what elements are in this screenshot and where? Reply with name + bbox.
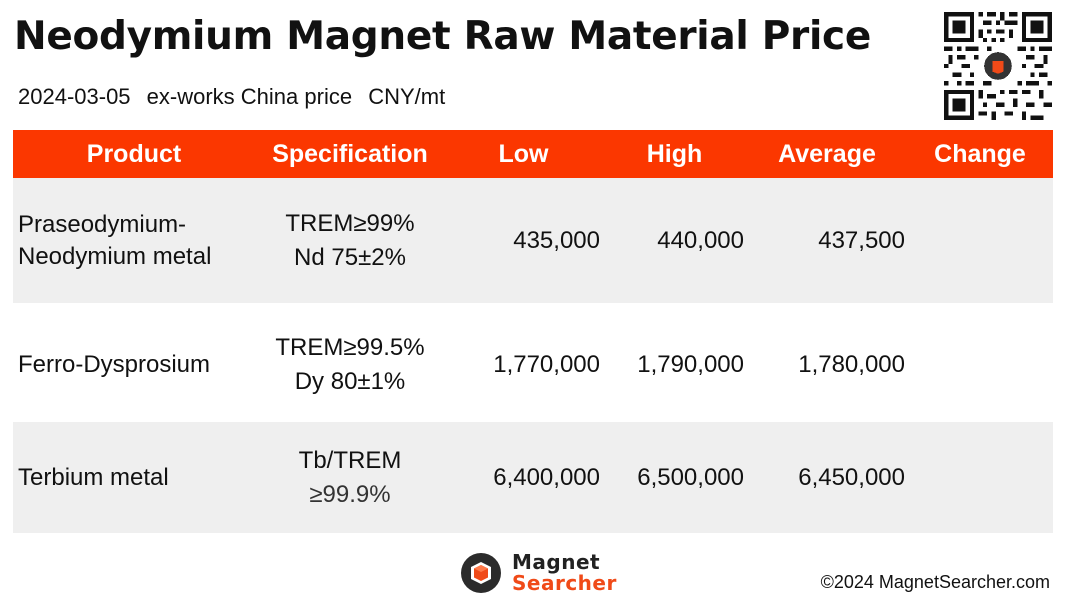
spec-line: Nd 75±2%: [294, 243, 406, 271]
footer-logo: Magnet Searcher: [460, 552, 630, 596]
change-cell: [907, 422, 1053, 533]
product-cell: Praseodymium- Neodymium metal: [13, 178, 255, 303]
subtitle: 2024-03-05 ex-works China price CNY/mt: [18, 84, 455, 110]
column-header-product: Product: [86, 139, 182, 168]
price-unit: CNY/mt: [368, 84, 446, 109]
average-price-cell: 437,500: [818, 226, 905, 254]
specification-cell: TREM≥99% Nd 75±2%: [255, 178, 445, 303]
price-basis: ex-works China price: [146, 84, 353, 109]
qr-code-icon: [944, 12, 1052, 120]
page-title: Neodymium Magnet Raw Material Price: [14, 14, 871, 59]
table-header-row: Product Specification Low High Average C…: [13, 130, 1053, 178]
spec-line: Dy 80±1%: [294, 367, 406, 395]
spec-line: ≥99.9%: [309, 480, 391, 508]
low-price-cell: 6,400,000: [493, 463, 600, 491]
low-price-cell: 435,000: [513, 226, 600, 254]
table-row: Praseodymium- Neodymium metal TREM≥99% N…: [13, 178, 1053, 303]
spec-line: TREM≥99%: [285, 209, 415, 237]
column-header-change: Change: [934, 139, 1026, 168]
logo-text-line: Searcher: [512, 571, 617, 595]
price-date: 2024-03-05: [18, 84, 131, 109]
column-header-low: Low: [498, 139, 549, 168]
low-price-cell: 1,770,000: [493, 350, 600, 378]
average-price-cell: 1,780,000: [798, 350, 905, 378]
change-cell: [907, 178, 1053, 303]
copyright-text: ©2024 MagnetSearcher.com: [820, 572, 1050, 592]
column-header-high: High: [646, 139, 703, 168]
product-name-line: Ferro-Dysprosium: [18, 350, 211, 378]
specification-cell: Tb/TREM ≥99.9%: [255, 422, 445, 533]
row-separator: [13, 303, 1053, 307]
column-header-specification: Specification: [272, 139, 428, 168]
change-cell: [907, 307, 1053, 422]
average-price-cell: 6,450,000: [798, 463, 905, 491]
specification-cell: TREM≥99.5% Dy 80±1%: [255, 307, 445, 422]
table-row: Terbium metal Tb/TREM ≥99.9% 6,400,000 6…: [13, 422, 1053, 533]
spec-line: Tb/TREM: [298, 446, 402, 474]
high-price-cell: 440,000: [657, 226, 744, 254]
product-name-line: Neodymium metal: [18, 242, 212, 270]
product-name-line: Praseodymium-: [18, 210, 187, 238]
high-price-cell: 1,790,000: [637, 350, 744, 378]
product-cell: Ferro-Dysprosium: [13, 307, 255, 422]
product-name-line: Terbium metal: [18, 463, 169, 491]
table-row: Ferro-Dysprosium TREM≥99.5% Dy 80±1% 1,7…: [13, 307, 1053, 422]
spec-line: TREM≥99.5%: [275, 333, 425, 361]
logo-wordmark: Magnet Searcher: [512, 552, 617, 594]
price-table: Product Specification Low High Average C…: [13, 130, 1053, 533]
high-price-cell: 6,500,000: [637, 463, 744, 491]
product-cell: Terbium metal: [13, 422, 255, 533]
column-header-average: Average: [778, 139, 876, 168]
logo-text-line: Magnet: [512, 550, 601, 574]
magnet-searcher-logo-icon: [461, 553, 501, 593]
